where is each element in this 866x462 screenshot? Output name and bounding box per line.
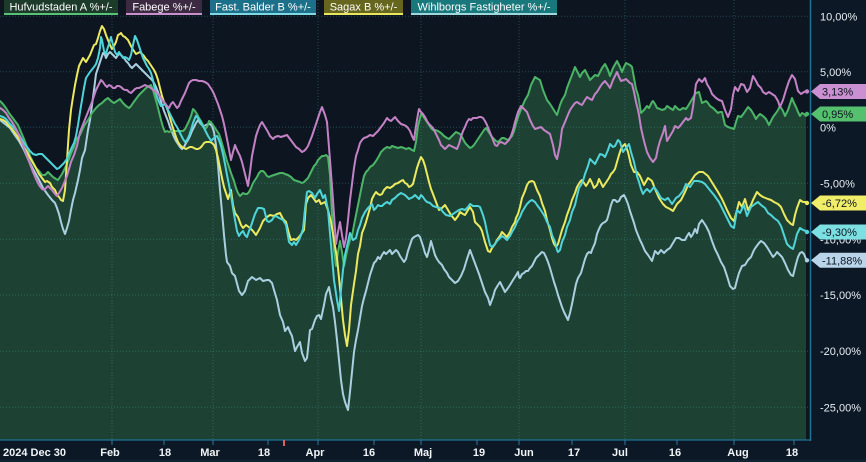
svg-text:17: 17: [568, 447, 580, 459]
svg-text:-25,00%: -25,00%: [820, 402, 861, 414]
svg-text:-20,00%: -20,00%: [820, 346, 861, 358]
svg-text:Aug: Aug: [727, 447, 748, 459]
svg-text:18: 18: [786, 447, 798, 459]
svg-text:3,13%: 3,13%: [822, 87, 853, 99]
svg-text:5,00%: 5,00%: [820, 67, 851, 79]
svg-text:Maj: Maj: [414, 447, 432, 459]
svg-text:Fabege %+/-: Fabege %+/-: [132, 2, 196, 14]
svg-text:-5,00%: -5,00%: [820, 178, 855, 190]
svg-text:Sagax B %+/-: Sagax B %+/-: [330, 2, 398, 14]
svg-text:-15,00%: -15,00%: [820, 290, 861, 302]
svg-text:Fast. Balder B %+/-: Fast. Balder B %+/-: [215, 2, 311, 14]
svg-text:0%: 0%: [820, 122, 836, 134]
svg-text:18: 18: [159, 447, 171, 459]
svg-text:16: 16: [669, 447, 681, 459]
svg-text:18: 18: [258, 447, 270, 459]
svg-text:2024 Dec 30: 2024 Dec 30: [3, 447, 66, 459]
svg-text:Feb: Feb: [100, 447, 120, 459]
svg-text:Wihlborgs Fastigheter %+/-: Wihlborgs Fastigheter %+/-: [418, 2, 551, 14]
svg-text:-11,88%: -11,88%: [822, 255, 862, 267]
svg-text:-6,72%: -6,72%: [822, 198, 857, 210]
svg-text:16: 16: [363, 447, 375, 459]
svg-text:Hufvudstaden A %+/-: Hufvudstaden A %+/-: [9, 2, 112, 14]
svg-text:Jun: Jun: [514, 447, 534, 459]
svg-text:10,00%: 10,00%: [820, 11, 858, 23]
svg-text:0,95%: 0,95%: [822, 109, 853, 121]
svg-text:Apr: Apr: [306, 447, 326, 459]
svg-text:Mar: Mar: [200, 447, 220, 459]
svg-text:Jul: Jul: [612, 447, 628, 459]
svg-text:-9,30%: -9,30%: [822, 227, 857, 239]
svg-text:19: 19: [473, 447, 485, 459]
